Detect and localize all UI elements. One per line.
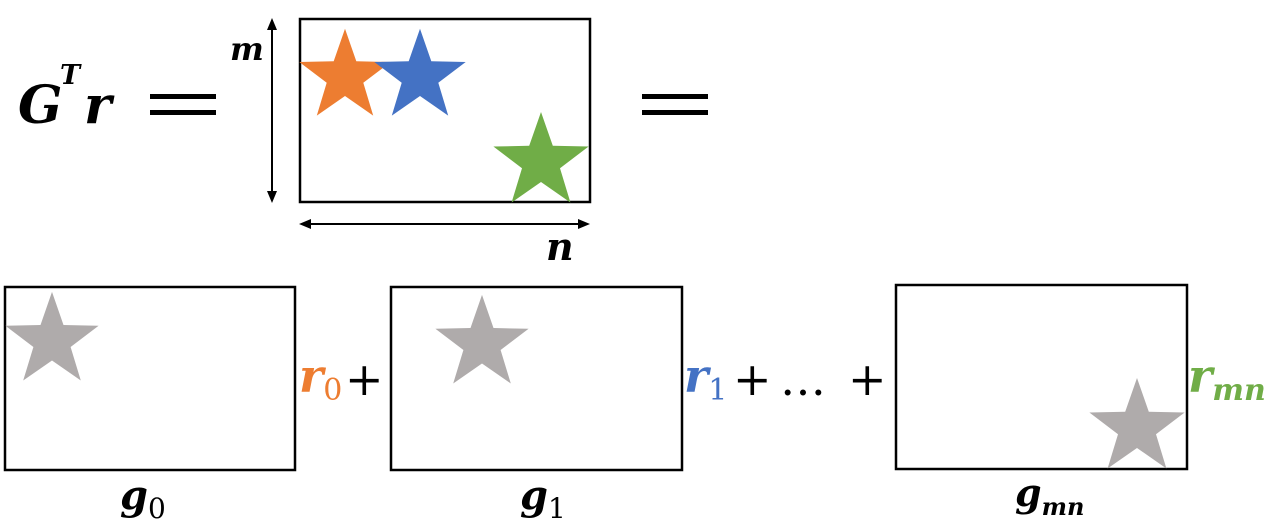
basis-box-g0 xyxy=(3,285,297,472)
cols-dimension-label: n xyxy=(546,224,574,269)
equals-sign-left xyxy=(150,94,216,115)
lhs-vec-r: r xyxy=(84,75,115,136)
basis-box-g1 xyxy=(389,285,684,472)
green-star-icon xyxy=(493,112,589,203)
rows-dimension-arrow xyxy=(267,18,277,203)
matrix-box xyxy=(298,17,592,204)
coefficient-r0: r0 xyxy=(299,349,342,408)
orange-star-icon xyxy=(299,28,391,116)
blue-star-icon xyxy=(374,28,466,116)
rows-dimension-label: m xyxy=(230,30,264,68)
ellipsis: … xyxy=(780,352,826,406)
gray-star-icon xyxy=(5,291,99,381)
equals-sign-right xyxy=(642,94,708,115)
label-g1: g1 xyxy=(520,472,566,525)
cols-dimension-arrow xyxy=(299,219,590,229)
plus-sign: + xyxy=(848,352,887,406)
label-g0: g0 xyxy=(120,472,166,525)
label-gmn: gmn xyxy=(1015,470,1084,521)
gray-star-icon xyxy=(435,294,529,384)
gray-star-icon xyxy=(1089,378,1185,469)
coefficient-r1: r1 xyxy=(684,349,727,408)
lhs-base-G: G xyxy=(18,75,62,136)
plus-sign: + xyxy=(733,352,772,406)
coefficient-rmn: rmn xyxy=(1188,349,1266,408)
basis-box-gmn xyxy=(894,283,1189,471)
plus-sign: + xyxy=(345,352,384,406)
lhs-sup-T: T xyxy=(60,60,82,91)
